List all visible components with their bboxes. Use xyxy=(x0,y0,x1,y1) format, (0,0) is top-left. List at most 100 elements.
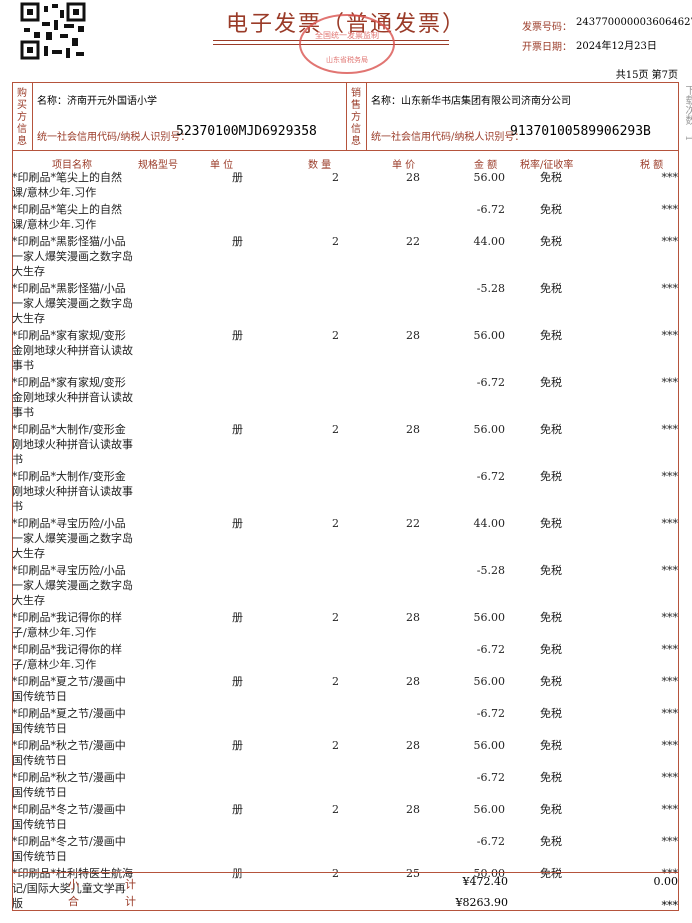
item-rate: 免税 xyxy=(540,675,562,688)
item-tax: *** xyxy=(661,282,679,295)
item-amount: 44.00 xyxy=(473,235,506,248)
date: 2024年12月23日 xyxy=(576,41,657,52)
item-tax: *** xyxy=(661,867,679,880)
column-header: 单 位 xyxy=(210,160,234,171)
item-amount: 56.00 xyxy=(473,423,506,436)
item-row: *印刷品*夏之节/漫画中国传统节日 -6.72 免税 *** xyxy=(12,704,679,736)
item-unit: 册 xyxy=(232,517,243,530)
item-price: 28 xyxy=(406,171,420,184)
item-qty: 2 xyxy=(332,675,339,688)
item-rate: 免税 xyxy=(540,517,562,530)
item-name: *印刷品*笔尖上的自然课/意林少年.习作 xyxy=(12,203,122,231)
item-name: *印刷品*黑影怪猫/小品一家人爆笑漫画之数字岛大生存 xyxy=(12,235,133,278)
item-qty: 2 xyxy=(332,235,339,248)
item-amount: -6.72 xyxy=(476,203,505,216)
item-tax: *** xyxy=(661,423,679,436)
qr-code xyxy=(20,2,86,60)
item-name: *印刷品*秋之节/漫画中国传统节日 xyxy=(12,739,126,767)
item-qty: 2 xyxy=(332,329,339,342)
seller-name: 名称：山东新华书店集团有限公司济南分公司 xyxy=(371,96,571,107)
total-label: 合计 xyxy=(68,895,182,908)
item-rate: 免税 xyxy=(540,835,562,848)
subtotal-amount: ¥472.40 xyxy=(462,875,509,888)
item-unit: 册 xyxy=(232,329,243,342)
item-amount: -6.72 xyxy=(476,707,505,720)
item-tax: *** xyxy=(661,835,679,848)
item-name: *印刷品*家有家规/变形金刚地球火种拼音认读故事书 xyxy=(12,376,133,419)
item-qty: 2 xyxy=(332,803,339,816)
item-rate: 免税 xyxy=(540,282,562,295)
item-row: *印刷品*秋之节/漫画中国传统节日 册 2 28 56.00 免税 *** xyxy=(12,736,679,768)
page-count: 共15页 第7页 xyxy=(615,70,678,81)
mid-divider xyxy=(346,82,347,150)
total-tax: *** xyxy=(661,899,679,912)
item-name: *印刷品*黑影怪猫/小品一家人爆笑漫画之数字岛大生存 xyxy=(12,282,133,325)
download-count: 下载次数：1 xyxy=(683,85,692,142)
item-tax: *** xyxy=(661,517,679,530)
item-name: *印刷品*冬之节/漫画中国传统节日 xyxy=(12,835,126,863)
item-amount: 50.00 xyxy=(473,867,506,880)
item-rate: 免税 xyxy=(540,803,562,816)
item-unit: 册 xyxy=(232,611,243,624)
subtotal-label: 小计 xyxy=(68,878,182,891)
item-rate: 免税 xyxy=(540,771,562,784)
item-name: *印刷品*我记得你的样子/意林少年.习作 xyxy=(12,611,122,639)
item-row: *印刷品*冬之节/漫画中国传统节日 -6.72 免税 *** xyxy=(12,832,679,864)
stamp: 全国统一发票监制 山东省税务局 xyxy=(299,14,395,74)
subtotal-tax: 0.00 xyxy=(653,875,679,888)
item-tax: *** xyxy=(661,739,679,752)
date-label: 开票日期： xyxy=(522,42,572,53)
item-name: *印刷品*夏之节/漫画中国传统节日 xyxy=(12,707,126,735)
item-rate: 免税 xyxy=(540,329,562,342)
item-amount: 56.00 xyxy=(473,675,506,688)
item-qty: 2 xyxy=(332,171,339,184)
item-row: *印刷品*夏之节/漫画中国传统节日 册 2 28 56.00 免税 *** xyxy=(12,672,679,704)
invoice-no-label: 发票号码： xyxy=(522,22,572,33)
item-name: *印刷品*寻宝历险/小品一家人爆笑漫画之数字岛大生存 xyxy=(12,564,133,607)
item-price: 28 xyxy=(406,739,420,752)
item-amount: 56.00 xyxy=(473,611,506,624)
item-price: 22 xyxy=(406,235,420,248)
item-tax: *** xyxy=(661,235,679,248)
item-row: *印刷品*寻宝历险/小品一家人爆笑漫画之数字岛大生存 -5.28 免税 *** xyxy=(12,561,679,608)
item-name: *印刷品*大制作/变形金刚地球火种拼音认读故事书 xyxy=(12,423,133,466)
item-row: *印刷品*杜利特医生航海记/国际大奖儿童文学再版 册 2 25 50.00 免税 *** xyxy=(12,864,679,911)
item-tax: *** xyxy=(661,675,679,688)
buyer-name: 名称：济南开元外国语小学 xyxy=(37,96,157,107)
item-row: *印刷品*冬之节/漫画中国传统节日 册 2 28 56.00 免税 *** xyxy=(12,800,679,832)
item-amount: -6.72 xyxy=(476,771,505,784)
item-amount: 56.00 xyxy=(473,171,506,184)
item-name: *印刷品*杜利特医生航海记/国际大奖儿童文学再版 xyxy=(12,867,133,910)
item-row: *印刷品*大制作/变形金刚地球火种拼音认读故事书 册 2 28 56.00 免税 *** xyxy=(12,420,679,467)
item-tax: *** xyxy=(661,771,679,784)
item-unit: 册 xyxy=(232,675,243,688)
title-rule xyxy=(213,44,449,45)
item-rate: 免税 xyxy=(540,643,562,656)
item-unit: 册 xyxy=(232,235,243,248)
item-tax: *** xyxy=(661,803,679,816)
buyer-divider xyxy=(32,82,33,150)
item-amount: -6.72 xyxy=(476,643,505,656)
item-rate: 免税 xyxy=(540,423,562,436)
seller-code: 91370100589906293B xyxy=(510,124,651,139)
item-qty: 2 xyxy=(332,423,339,436)
item-rate: 免税 xyxy=(540,739,562,752)
item-tax: *** xyxy=(661,171,679,184)
item-amount: 56.00 xyxy=(473,803,506,816)
item-price: 28 xyxy=(406,423,420,436)
column-header: 数 量 xyxy=(308,160,332,171)
item-tax: *** xyxy=(661,564,679,577)
stamp-text: 全国统一发票监制 xyxy=(315,30,379,40)
total-amount: ¥8263.90 xyxy=(455,896,509,909)
item-name: *印刷品*秋之节/漫画中国传统节日 xyxy=(12,771,126,799)
item-qty: 2 xyxy=(332,867,339,880)
item-rate: 免税 xyxy=(540,171,562,184)
item-row: *印刷品*笔尖上的自然课/意林少年.习作 -6.72 免税 *** xyxy=(12,200,679,232)
item-tax: *** xyxy=(661,611,679,624)
item-unit: 册 xyxy=(232,803,243,816)
item-tax: *** xyxy=(661,376,679,389)
item-amount: -6.72 xyxy=(476,376,505,389)
item-row: *印刷品*黑影怪猫/小品一家人爆笑漫画之数字岛大生存 -5.28 免税 *** xyxy=(12,279,679,326)
item-row: *印刷品*笔尖上的自然课/意林少年.习作 册 2 28 56.00 免税 *** xyxy=(12,168,679,200)
